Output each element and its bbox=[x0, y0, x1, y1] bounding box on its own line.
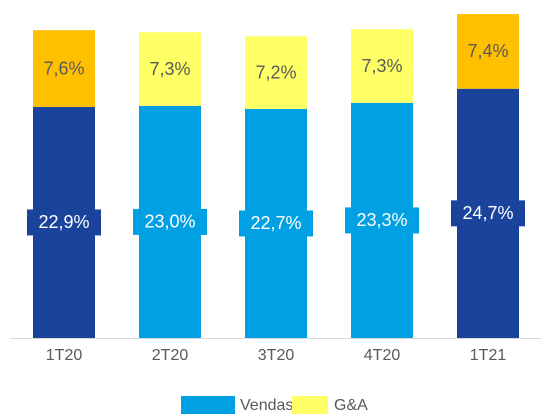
x-tick-label: 1T21 bbox=[470, 347, 507, 364]
bar-segment bbox=[351, 29, 413, 103]
x-tick-label: 2T20 bbox=[152, 347, 189, 364]
value-label: 7,2% bbox=[255, 62, 296, 82]
label-box bbox=[27, 209, 101, 236]
label-box bbox=[451, 200, 525, 227]
value-label: 23,0% bbox=[144, 212, 195, 232]
x-tick-label: 3T20 bbox=[258, 347, 295, 364]
bar-segment bbox=[245, 36, 307, 109]
value-label: 24,7% bbox=[462, 203, 513, 223]
value-label: 7,3% bbox=[149, 59, 190, 79]
value-label: 22,7% bbox=[250, 213, 301, 233]
label-box bbox=[345, 207, 419, 234]
value-label: 7,6% bbox=[43, 58, 84, 78]
value-label: 7,4% bbox=[467, 41, 508, 61]
bar-segment bbox=[139, 32, 201, 106]
x-tick-label: 1T20 bbox=[46, 347, 83, 364]
legend-label: G&A bbox=[334, 397, 368, 414]
label-box bbox=[239, 210, 313, 237]
bar-segment bbox=[33, 30, 95, 107]
bar-segment bbox=[457, 14, 519, 89]
value-label: 7,3% bbox=[361, 56, 402, 76]
legend-swatch bbox=[181, 396, 235, 414]
label-box bbox=[133, 208, 207, 235]
legend-swatch bbox=[292, 396, 328, 414]
value-label: 23,3% bbox=[356, 210, 407, 230]
legend-label: Vendas bbox=[240, 397, 293, 414]
x-tick-label: 4T20 bbox=[364, 347, 401, 364]
value-label: 22,9% bbox=[38, 212, 89, 232]
